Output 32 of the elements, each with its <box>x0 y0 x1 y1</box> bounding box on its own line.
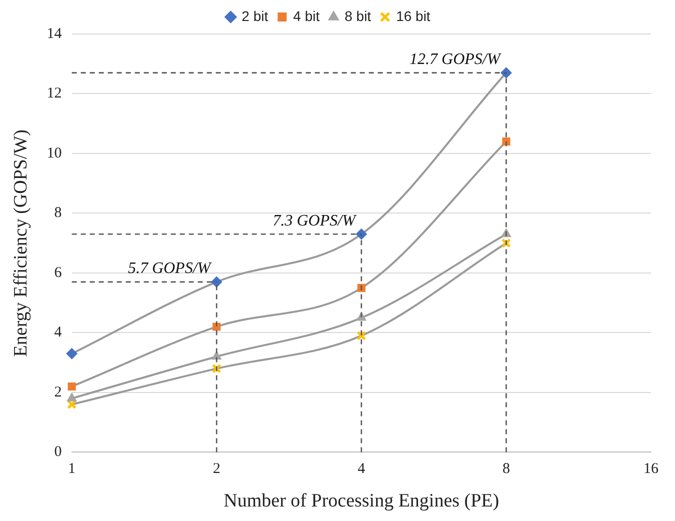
annotation: 7.3 GOPS/W <box>272 212 358 230</box>
y-tick-label: 6 <box>54 264 62 281</box>
y-tick-label: 12 <box>46 86 62 102</box>
legend-label: 8 bit <box>344 8 372 24</box>
legend-label: 4 bit <box>293 8 320 24</box>
point <box>500 67 512 78</box>
x-tick-label: 4 <box>358 461 366 478</box>
point <box>357 284 366 292</box>
point <box>356 330 366 340</box>
point <box>66 348 78 360</box>
point <box>67 400 77 410</box>
x-axis-title: Number of Processing Engines (PE) <box>224 490 500 512</box>
legend-label: 16 bit <box>396 8 430 24</box>
x-tick-label: 16 <box>644 461 659 478</box>
y-axis-title: Energy Efficiency (GOPS/W) <box>10 129 32 357</box>
x-tick-label: 2 <box>212 461 220 478</box>
y-tick-label: 2 <box>54 384 62 400</box>
x-tick-label: 1 <box>68 461 76 478</box>
point <box>211 276 222 288</box>
y-tick-label: 0 <box>54 444 62 460</box>
y-tick-label: 4 <box>54 324 62 341</box>
point <box>68 382 76 391</box>
y-tick-label: 8 <box>54 205 62 222</box>
y-tick-label: 14 <box>46 26 62 42</box>
x-tick-label: 8 <box>502 461 510 478</box>
point <box>212 322 221 331</box>
legend-label: 2 bit <box>242 8 268 24</box>
annotation: 12.7 GOPS/W <box>410 51 502 68</box>
y-tick-label: 10 <box>46 145 62 162</box>
point <box>356 228 367 240</box>
annotation: 5.7 GOPS/W <box>128 260 212 278</box>
point <box>66 392 77 402</box>
